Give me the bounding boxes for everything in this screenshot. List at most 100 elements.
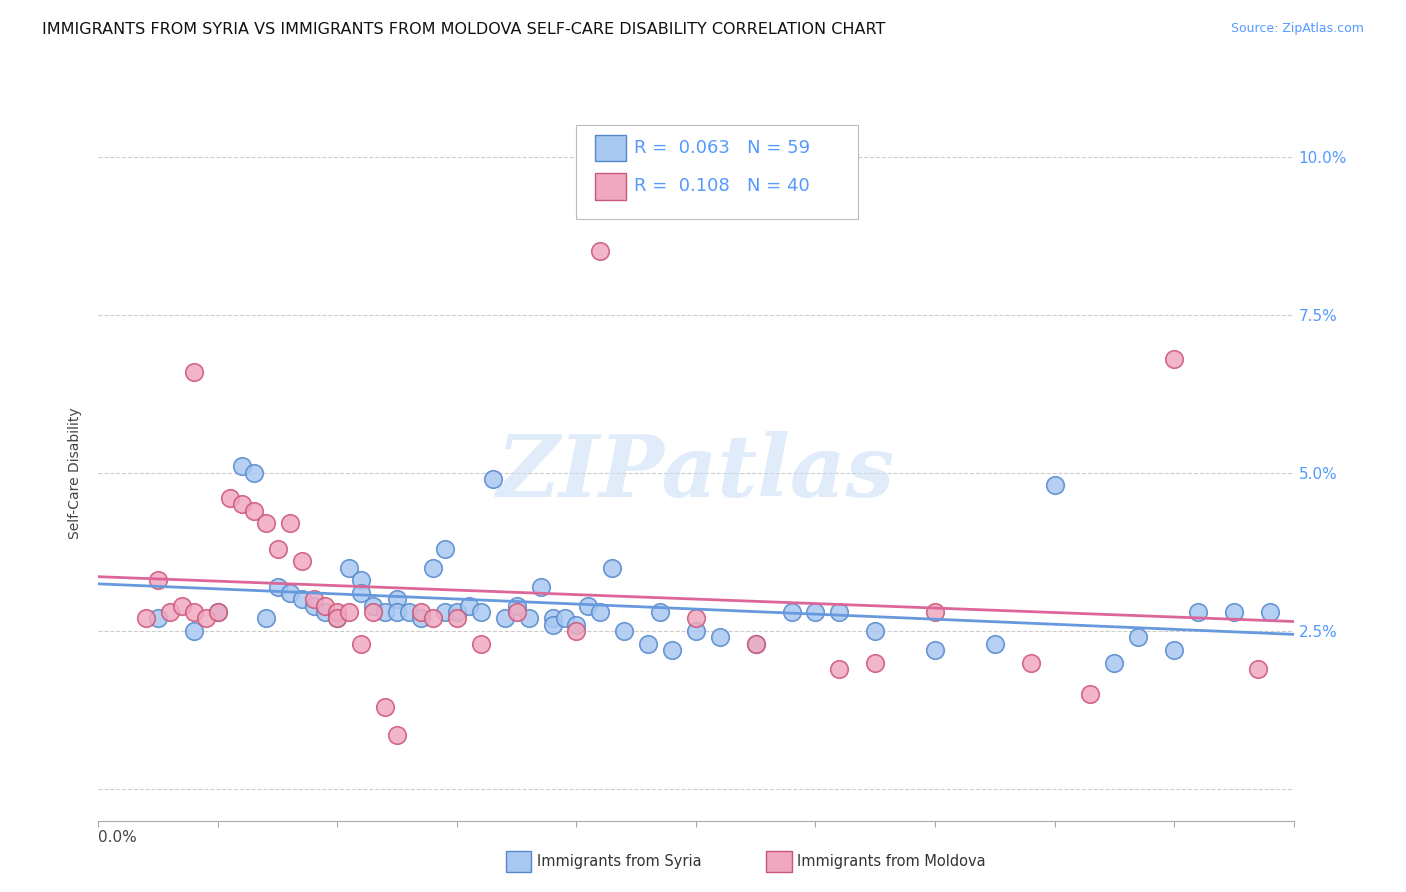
- Point: [924, 605, 946, 619]
- Point: [231, 497, 253, 511]
- Point: [148, 574, 170, 588]
- Point: [434, 541, 457, 556]
- Point: [267, 541, 290, 556]
- Point: [828, 662, 851, 676]
- Point: [183, 624, 205, 638]
- Point: [411, 605, 433, 619]
- Point: [278, 586, 301, 600]
- Point: [589, 244, 612, 259]
- Point: [685, 611, 707, 625]
- Point: [254, 516, 277, 531]
- Point: [661, 643, 683, 657]
- Point: [1247, 662, 1270, 676]
- Point: [602, 560, 624, 574]
- Point: [1163, 351, 1185, 366]
- Point: [494, 611, 516, 625]
- Point: [1223, 605, 1246, 619]
- Point: [650, 605, 672, 619]
- Point: [183, 365, 205, 379]
- Point: [804, 605, 827, 619]
- Point: [470, 636, 492, 650]
- Point: [446, 611, 468, 625]
- Point: [481, 472, 505, 486]
- Point: [207, 605, 229, 619]
- Text: IMMIGRANTS FROM SYRIA VS IMMIGRANTS FROM MOLDOVA SELF-CARE DISABILITY CORRELATIO: IMMIGRANTS FROM SYRIA VS IMMIGRANTS FROM…: [42, 22, 886, 37]
- Point: [865, 624, 887, 638]
- Point: [589, 605, 612, 619]
- Point: [745, 636, 768, 650]
- Point: [159, 605, 181, 619]
- Point: [302, 592, 325, 607]
- Point: [267, 580, 290, 594]
- Point: [326, 605, 349, 619]
- Point: [385, 728, 409, 742]
- Point: [565, 624, 588, 638]
- Point: [291, 554, 314, 568]
- Point: [243, 466, 266, 480]
- Point: [207, 605, 229, 619]
- Point: [984, 636, 1007, 650]
- Point: [326, 611, 349, 625]
- Point: [780, 605, 803, 619]
- Point: [254, 611, 277, 625]
- Point: [422, 560, 444, 574]
- Point: [231, 459, 253, 474]
- Point: [529, 580, 551, 594]
- Y-axis label: Self-Care Disability: Self-Care Disability: [69, 407, 83, 539]
- Point: [219, 491, 242, 505]
- Point: [398, 605, 420, 619]
- Point: [315, 605, 337, 619]
- Text: R =  0.063   N = 59: R = 0.063 N = 59: [634, 139, 810, 157]
- Point: [637, 636, 659, 650]
- Point: [422, 611, 444, 625]
- Point: [315, 599, 337, 613]
- Point: [363, 605, 385, 619]
- Point: [385, 605, 409, 619]
- Point: [339, 560, 360, 574]
- Point: [446, 605, 468, 619]
- Point: [1258, 605, 1281, 619]
- Point: [1104, 656, 1126, 670]
- Point: [506, 599, 529, 613]
- Point: [363, 599, 385, 613]
- Point: [434, 605, 457, 619]
- Point: [148, 611, 170, 625]
- Point: [135, 611, 157, 625]
- Point: [924, 643, 946, 657]
- Point: [578, 599, 600, 613]
- Text: Immigrants from Moldova: Immigrants from Moldova: [797, 855, 986, 869]
- Point: [302, 599, 325, 613]
- Text: ZIPatlas: ZIPatlas: [496, 431, 896, 515]
- Point: [385, 592, 409, 607]
- Point: [565, 617, 588, 632]
- Point: [326, 611, 349, 625]
- Point: [195, 611, 218, 625]
- Point: [350, 636, 373, 650]
- Text: Immigrants from Syria: Immigrants from Syria: [537, 855, 702, 869]
- Point: [350, 574, 373, 588]
- Point: [183, 605, 205, 619]
- Point: [411, 611, 433, 625]
- Point: [172, 599, 194, 613]
- Point: [458, 599, 481, 613]
- Text: Source: ZipAtlas.com: Source: ZipAtlas.com: [1230, 22, 1364, 36]
- Point: [517, 611, 540, 625]
- Text: 0.0%: 0.0%: [98, 830, 138, 845]
- Point: [1080, 687, 1102, 701]
- Point: [1019, 656, 1042, 670]
- Point: [745, 636, 768, 650]
- Point: [1043, 478, 1066, 492]
- Point: [709, 630, 731, 644]
- Text: R =  0.108   N = 40: R = 0.108 N = 40: [634, 178, 810, 195]
- Point: [278, 516, 301, 531]
- Point: [291, 592, 314, 607]
- Point: [374, 699, 396, 714]
- Point: [243, 504, 266, 518]
- Point: [1128, 630, 1150, 644]
- Point: [506, 605, 529, 619]
- Point: [541, 611, 564, 625]
- Point: [1187, 605, 1209, 619]
- Point: [554, 611, 576, 625]
- Point: [350, 586, 373, 600]
- Point: [685, 624, 707, 638]
